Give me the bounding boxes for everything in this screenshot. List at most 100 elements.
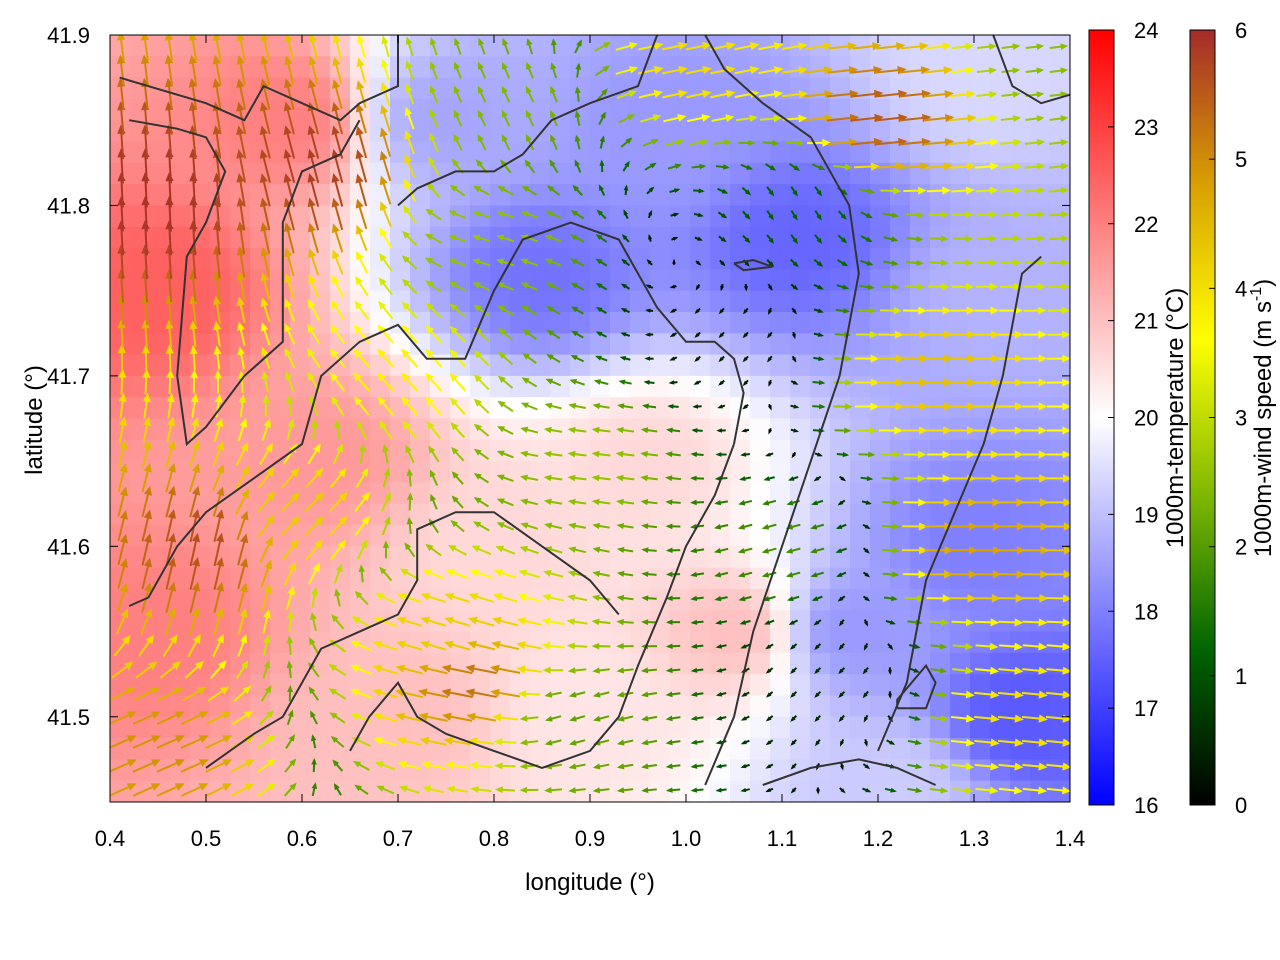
wind-arrow [110,711,137,725]
heatmap-cell [230,248,251,270]
wind-arrow [740,643,751,649]
heatmap-cell [330,610,351,633]
heatmap-cell [550,120,571,143]
wind-arrow [135,661,158,679]
wind-arrow [238,394,247,417]
heatmap-cell [770,162,791,185]
wind-arrow [567,474,587,482]
wind-arrow [641,523,658,530]
wind-arrow [496,498,514,507]
heatmap-cell [450,695,471,718]
wind-arrow [765,715,774,722]
heatmap-cell [530,695,551,718]
heatmap-cell [670,290,691,313]
heatmap-cell [910,738,931,760]
heatmap-cell [530,354,551,377]
heatmap-cell [610,482,631,505]
heatmap-cell [470,269,491,292]
wind-arrow [544,402,562,410]
wind-arrow [1046,426,1070,435]
wind-arrow [233,685,252,702]
heatmap-cell [170,162,191,185]
wind-arrow [925,498,953,507]
heatmap-cell [470,780,491,802]
heatmap-cell [810,290,831,313]
heatmap-cell [570,226,591,249]
wind-arrow [353,372,371,392]
heatmap-cell [970,716,991,739]
wind-arrow [737,547,753,554]
wind-arrow [205,783,232,797]
heatmap-cell [950,716,971,739]
wind-arrow [616,643,634,650]
x-tick-label: 1.2 [863,826,894,851]
heatmap-cell [230,311,251,334]
wind-arrow [863,739,868,747]
heatmap-cell [970,738,991,760]
wind-arrow [213,557,225,590]
heatmap-cell [650,588,671,611]
heatmap-cell [710,482,731,505]
heatmap-cell [990,56,1011,79]
wind-arrow [1022,450,1048,459]
wind-arrow [952,786,974,794]
heatmap-cell [630,205,651,228]
wind-arrow [929,763,949,770]
wind-arrow [1046,402,1070,411]
heatmap-cell [270,780,291,802]
heatmap-cell [930,311,951,334]
wind-arrow [789,643,798,650]
wind-arrow [256,758,277,773]
wind-arrow [420,616,447,627]
wind-arrow [814,452,823,457]
heatmap-cell [930,674,951,697]
heatmap-cell [510,120,531,143]
wind-arrow [468,616,495,627]
wind-arrow [334,588,341,607]
wind-arrow [1022,426,1048,435]
wind-arrow [787,476,799,481]
heatmap-cell [750,738,771,760]
heatmap-cell [430,333,451,356]
wind-arrow [230,783,255,797]
wind-arrow [690,451,704,458]
heatmap-cell [410,248,431,270]
heatmap-cell [650,184,671,207]
heatmap-cell [530,503,551,526]
wind-arrow [665,475,682,482]
wind-arrow [592,787,610,794]
heatmap-cell [890,439,911,462]
heatmap-cell [650,397,671,420]
heatmap-cell [150,333,171,356]
heatmap-cell [750,759,771,782]
heatmap-cell [990,162,1011,185]
wind-arrow [765,787,774,793]
heatmap-cell [230,162,251,185]
heatmap-cell [690,631,711,654]
wind-arrow [997,690,1024,699]
wind-arrow [591,642,611,650]
heatmap-cell [310,269,331,292]
wind-arrow [1046,450,1070,459]
wind-arrow [765,643,774,650]
heatmap-cell [730,333,751,356]
heatmap-cell [1050,120,1070,143]
heatmap-cell [910,546,931,569]
wind-arrow [374,761,396,771]
wind-arrow [862,523,871,530]
wind-arrow [421,761,446,770]
heatmap-cell [550,780,571,802]
wind-arrow [974,618,1000,627]
wind-arrow [132,711,161,725]
heatmap-cell [710,205,731,228]
heatmap-cell [490,759,511,782]
wind-arrow [377,372,395,392]
heatmap-cell [690,397,711,420]
wind-arrow [839,787,846,794]
heatmap-cell [750,269,771,292]
wind-arrow [397,761,421,770]
heatmap-cell [590,205,611,228]
heatmap-cell [290,269,311,292]
heatmap-cell [790,716,811,739]
wind-arrow [881,475,900,482]
